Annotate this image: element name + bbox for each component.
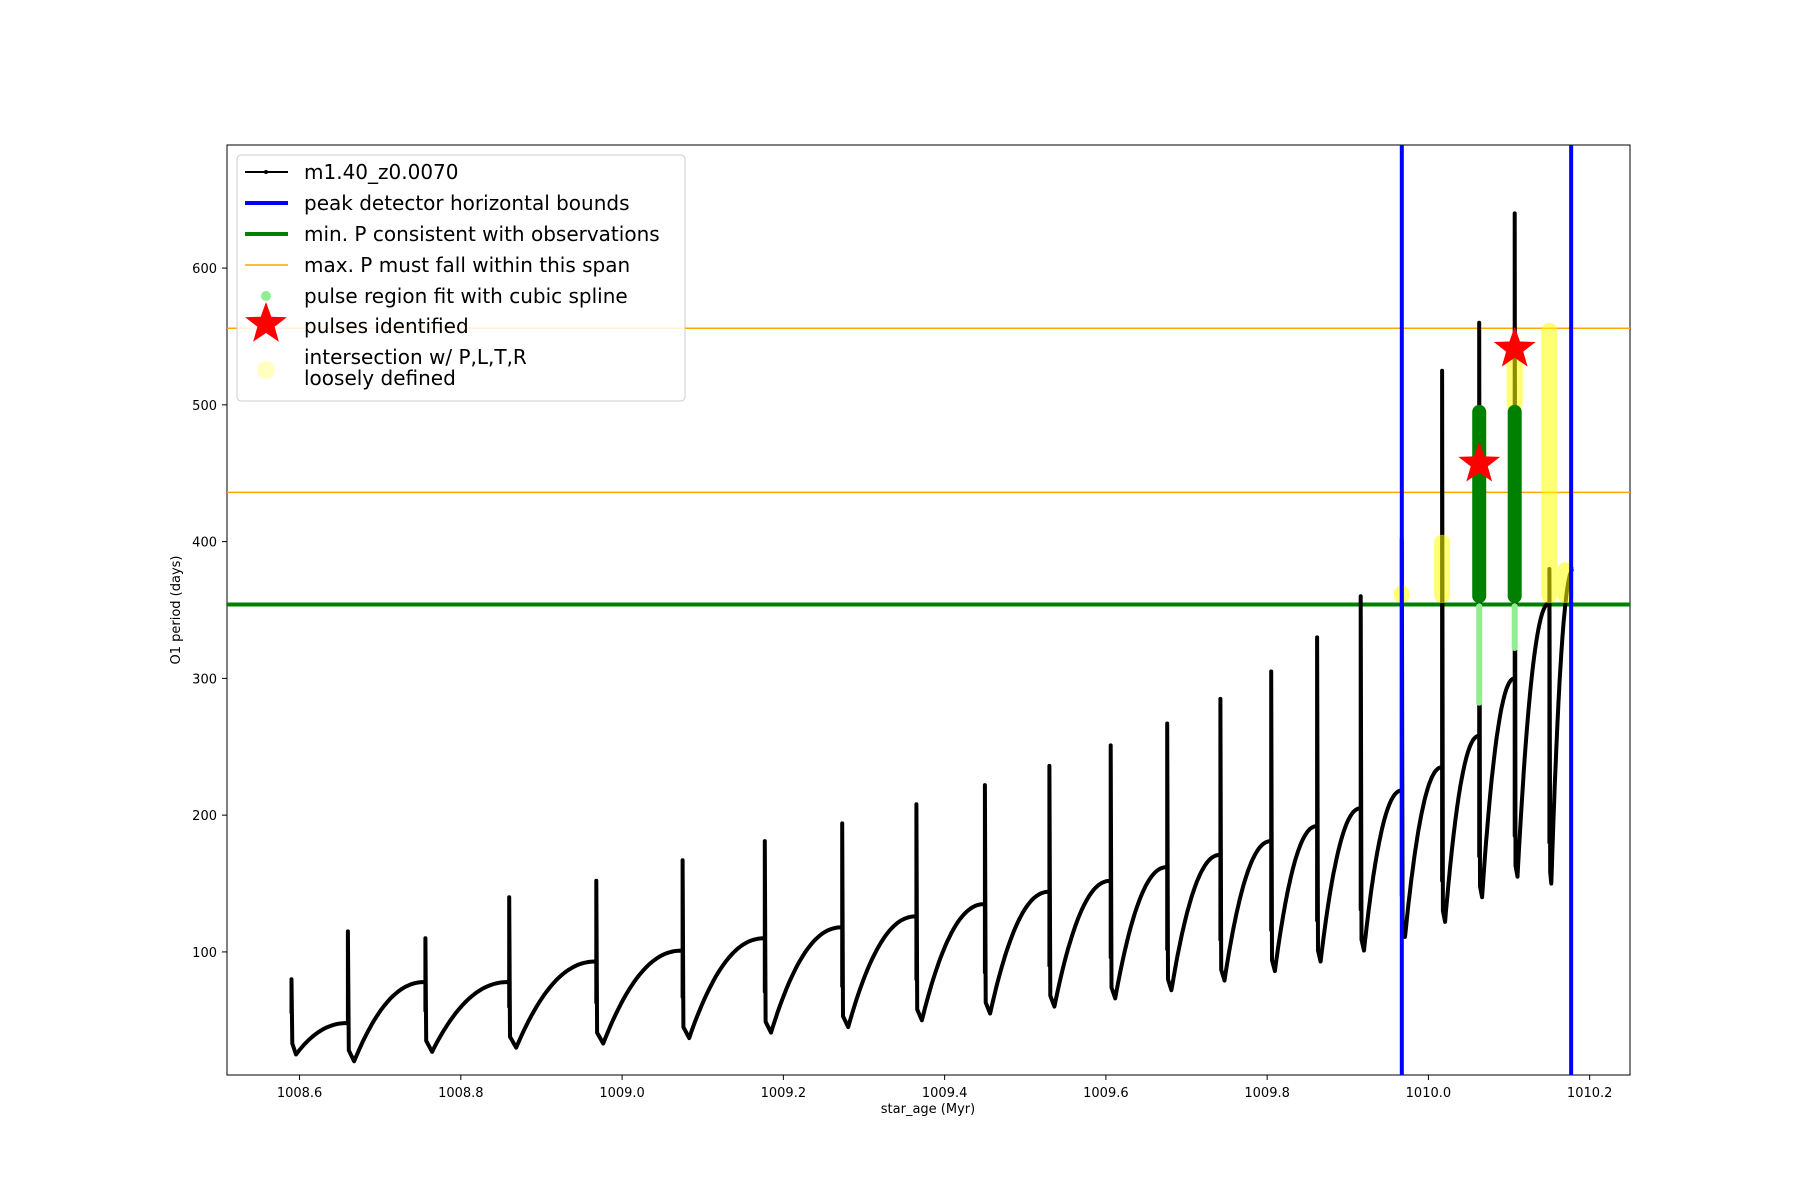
y-axis: 100 200 300 400 500 600 bbox=[192, 262, 227, 961]
legend-handle-star bbox=[245, 302, 287, 342]
legend-box bbox=[236, 154, 686, 402]
x-tick-label: 1008.8 bbox=[438, 1086, 484, 1101]
x-tick-label: 1009.0 bbox=[599, 1086, 645, 1101]
x-tick-label: 1009.6 bbox=[1083, 1086, 1129, 1101]
loose-region bbox=[1541, 322, 1558, 604]
legend-label: intersection w/ P,L,T,R bbox=[304, 345, 527, 369]
y-tick-label: 200 bbox=[192, 809, 217, 824]
loose-region bbox=[1434, 534, 1451, 604]
x-axis: 1008.6 1008.8 1009.0 1009.2 1009.4 1009.6 1009… bbox=[277, 1075, 1613, 1101]
legend-handle-bigdot bbox=[257, 361, 275, 379]
x-tick-label: 1009.8 bbox=[1244, 1086, 1290, 1101]
legend-label: pulses identified bbox=[304, 314, 469, 338]
spline-region-light bbox=[1511, 603, 1518, 652]
legend-label: max. P must fall within this span bbox=[304, 253, 630, 277]
y-tick-label: 300 bbox=[192, 672, 217, 687]
legend-handle-dot bbox=[261, 291, 271, 301]
x-tick-label: 1010.2 bbox=[1567, 1086, 1613, 1101]
legend-label: peak detector horizontal bounds bbox=[304, 191, 630, 215]
y-tick-label: 500 bbox=[192, 399, 217, 414]
y-axis-label: O1 period (days) bbox=[169, 555, 184, 664]
spline-region-light bbox=[1476, 603, 1483, 706]
x-tick-label: 1008.6 bbox=[277, 1086, 323, 1101]
y-tick-label: 600 bbox=[192, 262, 217, 277]
spline-region-dark bbox=[1507, 404, 1522, 604]
x-axis-label: star_age (Myr) bbox=[881, 1102, 975, 1117]
legend-label: loosely defined bbox=[304, 366, 456, 390]
legend-label: pulse region fit with cubic spline bbox=[304, 284, 628, 308]
legend-marker bbox=[264, 170, 268, 174]
legend-label: m1.40_z0.0070 bbox=[304, 160, 459, 184]
x-tick-label: 1009.2 bbox=[761, 1086, 807, 1101]
x-tick-label: 1010.0 bbox=[1406, 1086, 1452, 1101]
series-layer bbox=[289, 211, 1575, 1064]
spline-region-dark bbox=[1472, 404, 1487, 604]
x-tick-label: 1009.4 bbox=[922, 1086, 968, 1101]
overlay-layer bbox=[1393, 322, 1574, 706]
pulse-star bbox=[1493, 326, 1536, 367]
y-tick-label: 400 bbox=[192, 536, 217, 551]
pulse-star bbox=[1458, 441, 1501, 482]
legend-label: min. P consistent with observations bbox=[304, 222, 660, 246]
y-tick-label: 100 bbox=[192, 946, 217, 961]
bound-lines bbox=[1399, 145, 1574, 1075]
series-line bbox=[289, 211, 1575, 1064]
